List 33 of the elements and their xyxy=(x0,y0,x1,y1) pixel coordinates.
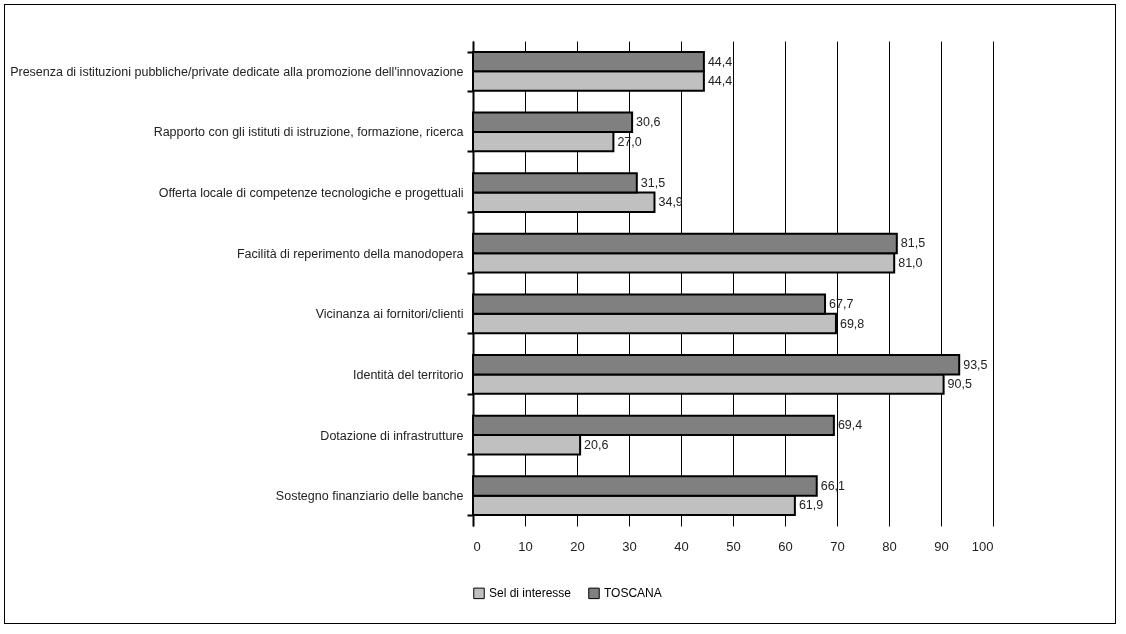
x-tick-label: 80 xyxy=(882,538,897,554)
x-tick-label: 100 xyxy=(971,538,994,554)
x-tick-label: 40 xyxy=(674,538,689,554)
y-tick-label: Vicinanza ai fornitori/clienti xyxy=(315,307,464,322)
data-label: 20,6 xyxy=(584,437,609,452)
legend-label: TOSCANA xyxy=(604,586,662,601)
legend-label: Sel di interesse xyxy=(489,586,572,601)
data-label: 31,5 xyxy=(640,175,666,190)
x-tick-label: 30 xyxy=(622,538,637,554)
y-tick-label: Rapporto con gli istituti di istruzione, formazione, ricerca xyxy=(153,125,464,140)
y-tick-label: Offerta locale di competenze tecnologiche e progettuali xyxy=(158,186,464,201)
data-label: 81,5 xyxy=(900,236,926,251)
data-label: 44,4 xyxy=(707,54,733,69)
y-tick-label: Identità del territorio xyxy=(353,367,464,382)
x-tick-label: 0 xyxy=(473,538,481,554)
data-label: 69,4 xyxy=(837,418,863,433)
data-label: 44,4 xyxy=(707,74,733,89)
data-label: 61,9 xyxy=(798,498,824,513)
x-tick-label: 90 xyxy=(934,538,949,554)
x-tick-label: 20 xyxy=(570,538,585,554)
x-tick-label: 60 xyxy=(778,538,793,554)
data-label: 90,5 xyxy=(947,377,972,392)
data-label: 81,0 xyxy=(898,255,923,270)
data-label: 30,6 xyxy=(636,115,661,130)
y-tick-label: Presenza di istituzioni pubbliche/private dedicate alla promozione dell'innovazione xyxy=(10,64,464,79)
y-tick-label: Facilità di reperimento della manodopera xyxy=(236,246,464,261)
y-tick-label: Dotazione di infrastrutture xyxy=(320,428,464,443)
data-label: 93,5 xyxy=(963,357,988,372)
x-tick-label: 50 xyxy=(726,538,741,554)
data-label: 69,8 xyxy=(839,316,865,331)
y-tick-label: Sostegno finanziario delle banche xyxy=(275,489,464,504)
x-tick-label: 10 xyxy=(518,538,533,554)
x-tick-label: 70 xyxy=(830,538,845,554)
